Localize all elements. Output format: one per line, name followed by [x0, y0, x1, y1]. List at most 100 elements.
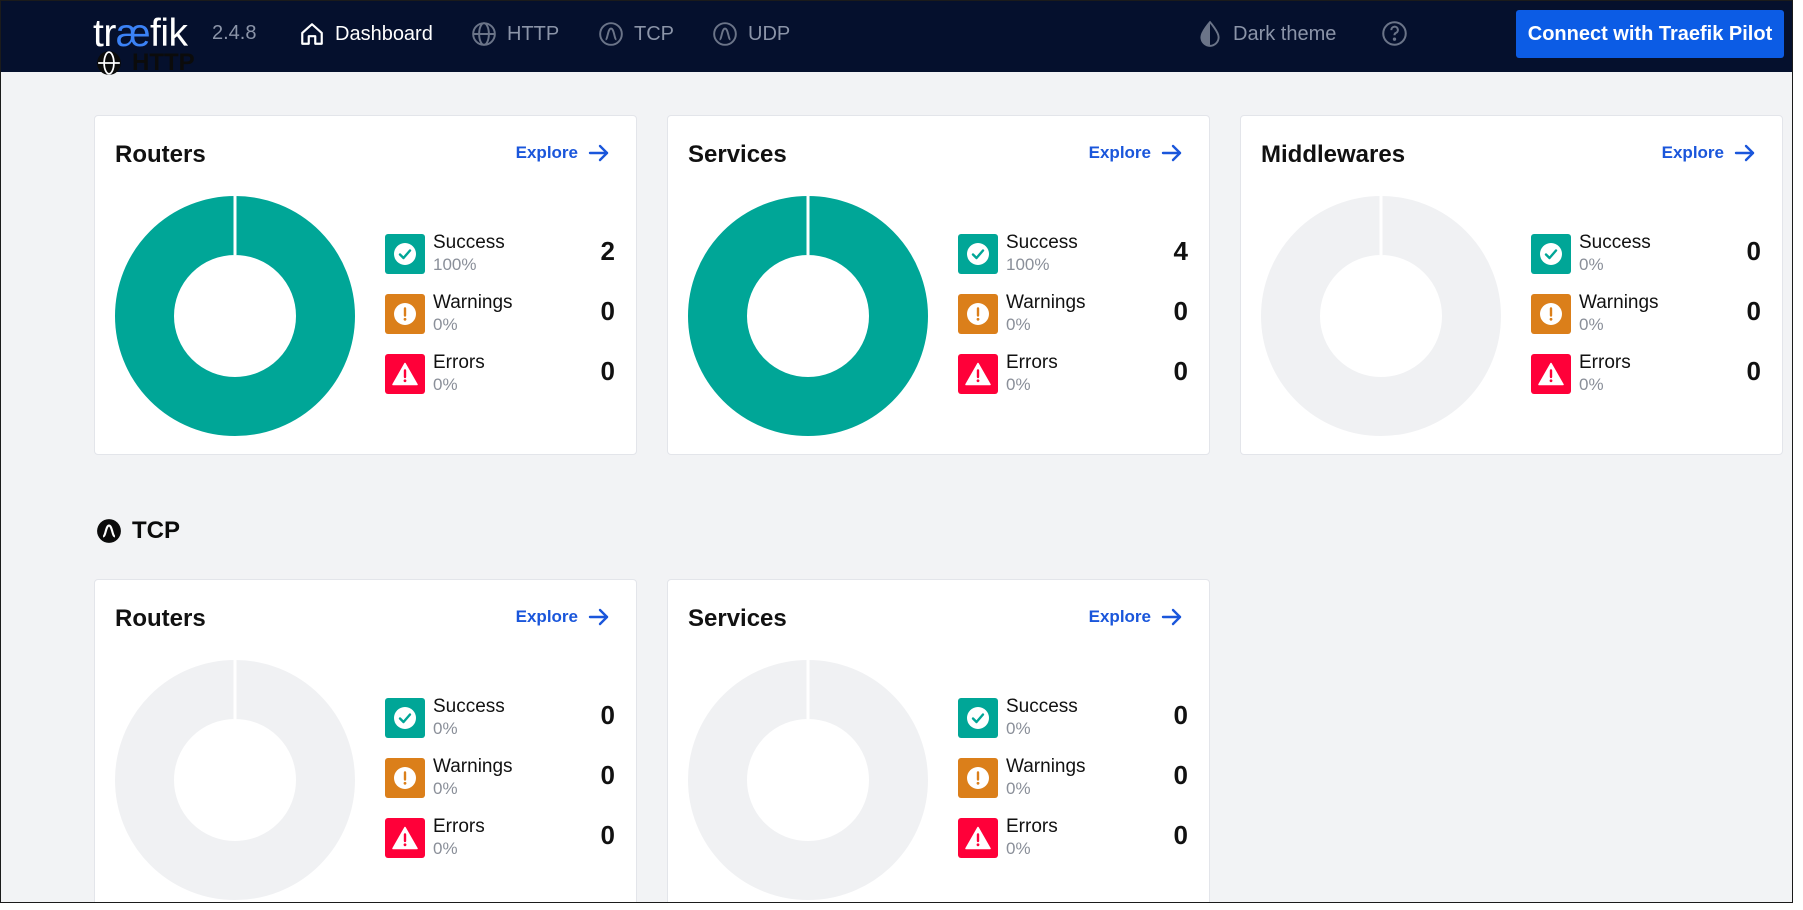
legend-percent: 0%: [1006, 375, 1031, 394]
legend-percent: 0%: [433, 779, 458, 798]
card-title: Middlewares: [1261, 141, 1406, 168]
explore-link[interactable]: Explore: [1662, 143, 1756, 163]
legend-warnings: Warnings 0% 0: [1531, 292, 1761, 354]
nav-http[interactable]: HTTP: [471, 1, 559, 67]
traefik-logo[interactable]: træfik: [93, 14, 188, 54]
legend-percent: 0%: [1579, 255, 1604, 274]
donut-separator: [233, 660, 237, 719]
legend-percent: 0%: [433, 839, 458, 858]
nav-tcp[interactable]: TCP: [598, 1, 674, 67]
legend-count: 0: [1173, 820, 1188, 850]
legend-count: 0: [600, 296, 615, 326]
legend-percent: 0%: [433, 375, 458, 394]
card-http-middlewares: Middlewares Explore Success 0% 0 Warning…: [1240, 115, 1783, 455]
legend-label: Errors: [1579, 352, 1631, 373]
explore-label: Explore: [1088, 143, 1151, 162]
udp-icon: [713, 22, 737, 46]
card-title: Routers: [115, 605, 206, 632]
legend-label: Warnings: [433, 292, 513, 313]
status-donut-chart: [688, 196, 928, 436]
check-icon: [394, 243, 416, 265]
legend-count: 0: [600, 356, 615, 386]
legend-errors: Errors 0% 0: [385, 816, 615, 878]
warning-triangle-icon: [392, 826, 418, 850]
legend-label: Errors: [1006, 816, 1058, 837]
logo-text-start: tr: [93, 12, 116, 55]
warning-badge: [1531, 294, 1571, 334]
nav-http-label: HTTP: [507, 22, 560, 45]
dark-theme-toggle[interactable]: Dark theme: [1197, 1, 1336, 67]
globe-icon: [472, 22, 496, 46]
logo-text-end: fik: [150, 12, 188, 55]
error-badge: [385, 354, 425, 394]
nav-udp-label: UDP: [748, 22, 791, 45]
error-badge: [385, 818, 425, 858]
warning-badge: [958, 758, 998, 798]
check-icon: [394, 707, 416, 729]
explore-label: Explore: [515, 607, 578, 626]
legend-percent: 0%: [1006, 719, 1031, 738]
legend-label: Success: [1006, 232, 1078, 253]
legend-count: 0: [1173, 760, 1188, 790]
legend-label: Warnings: [433, 756, 513, 777]
legend-percent: 0%: [1579, 375, 1604, 394]
explore-link[interactable]: Explore: [516, 607, 610, 627]
exclamation-circle-icon: [394, 303, 416, 325]
card-title: Services: [688, 141, 787, 168]
legend-label: Success: [1006, 696, 1078, 717]
dark-theme-label: Dark theme: [1233, 22, 1337, 45]
logo-text-ae: æ: [115, 12, 151, 55]
legend-errors: Errors 0% 0: [958, 816, 1188, 878]
legend-label: Errors: [433, 352, 485, 373]
section-heading-tcp: TCP: [96, 517, 180, 545]
status-legend: Success 100% 4 Warnings 0% 0 Errors 0% 0: [958, 232, 1188, 414]
nav-udp[interactable]: UDP: [712, 1, 790, 67]
warning-triangle-icon: [392, 362, 418, 386]
legend-label: Warnings: [1006, 756, 1086, 777]
legend-percent: 0%: [433, 315, 458, 334]
explore-link[interactable]: Explore: [1089, 607, 1183, 627]
legend-percent: 0%: [1579, 315, 1604, 334]
status-legend: Success 100% 2 Warnings 0% 0 Errors 0% 0: [385, 232, 615, 414]
error-badge: [1531, 354, 1571, 394]
legend-label: Success: [433, 696, 505, 717]
status-legend: Success 0% 0 Warnings 0% 0 Errors 0% 0: [385, 696, 615, 878]
explore-link[interactable]: Explore: [516, 143, 610, 163]
explore-label: Explore: [1088, 607, 1151, 626]
legend-count: 2: [600, 236, 615, 266]
status-legend: Success 0% 0 Warnings 0% 0 Errors 0% 0: [1531, 232, 1761, 414]
nav-dashboard[interactable]: Dashboard: [299, 1, 433, 67]
status-donut-chart: [115, 196, 355, 436]
connect-pilot-button[interactable]: Connect with Traefik Pilot: [1516, 10, 1784, 58]
legend-percent: 100%: [433, 255, 477, 274]
success-badge: [1531, 234, 1571, 274]
warning-triangle-icon: [1538, 362, 1564, 386]
donut-separator: [233, 196, 237, 255]
explore-link[interactable]: Explore: [1089, 143, 1183, 163]
version-label: 2.4.8: [212, 22, 257, 44]
nav-tcp-label: TCP: [634, 22, 674, 45]
legend-count: 0: [1173, 700, 1188, 730]
exclamation-circle-icon: [394, 767, 416, 789]
error-badge: [958, 354, 998, 394]
card-title: Services: [688, 605, 787, 632]
legend-errors: Errors 0% 0: [385, 352, 615, 414]
legend-count: 0: [600, 820, 615, 850]
card-http-services: Services Explore Success 100% 4 Warnings…: [667, 115, 1210, 455]
globe-icon: [97, 51, 121, 75]
success-badge: [958, 698, 998, 738]
section-heading-http: HTTP: [96, 49, 195, 77]
legend-percent: 0%: [1006, 779, 1031, 798]
donut-separator: [806, 660, 810, 719]
donut-separator: [1379, 196, 1383, 255]
arrow-right-icon: [1734, 144, 1755, 162]
help-icon[interactable]: [1381, 20, 1408, 47]
legend-percent: 0%: [1006, 315, 1031, 334]
legend-count: 0: [600, 700, 615, 730]
status-donut-chart: [688, 660, 928, 900]
legend-label: Warnings: [1579, 292, 1659, 313]
legend-success: Success 100% 2: [385, 232, 615, 294]
arrow-right-icon: [1161, 608, 1182, 626]
legend-warnings: Warnings 0% 0: [385, 292, 615, 354]
